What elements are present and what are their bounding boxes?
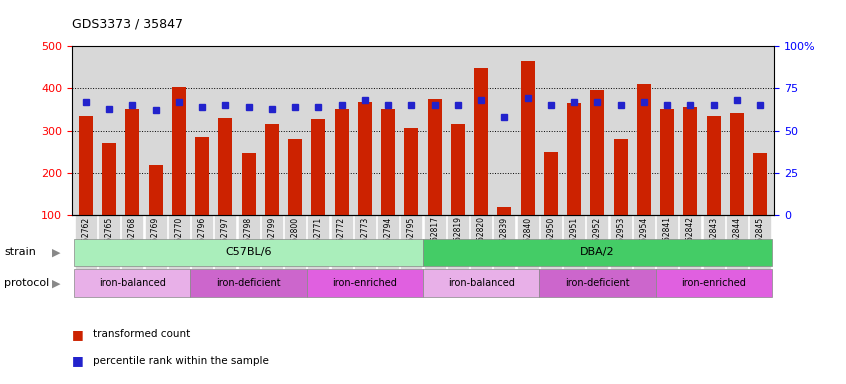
Text: iron-deficient: iron-deficient: [565, 278, 629, 288]
Bar: [218, 118, 233, 215]
Bar: [195, 137, 209, 215]
Bar: [591, 90, 604, 215]
Bar: [102, 143, 116, 215]
Text: protocol: protocol: [4, 278, 49, 288]
Bar: [307, 270, 423, 297]
Bar: [539, 270, 656, 297]
Bar: [423, 239, 772, 266]
Text: ▶: ▶: [52, 247, 61, 258]
Text: iron-enriched: iron-enriched: [681, 278, 746, 288]
Bar: [358, 102, 372, 215]
Bar: [242, 153, 255, 215]
Text: iron-balanced: iron-balanced: [99, 278, 166, 288]
Bar: [335, 109, 349, 215]
Bar: [74, 239, 423, 266]
Bar: [544, 152, 558, 215]
Text: iron-balanced: iron-balanced: [448, 278, 514, 288]
Text: iron-enriched: iron-enriched: [332, 278, 398, 288]
Bar: [753, 152, 767, 215]
Bar: [423, 270, 539, 297]
Bar: [74, 270, 190, 297]
Bar: [660, 109, 674, 215]
Bar: [706, 116, 721, 215]
Bar: [172, 87, 186, 215]
Bar: [684, 107, 697, 215]
Bar: [637, 84, 651, 215]
Bar: [288, 139, 302, 215]
Text: strain: strain: [4, 247, 36, 258]
Text: GDS3373 / 35847: GDS3373 / 35847: [72, 18, 183, 31]
Bar: [497, 207, 511, 215]
Text: ■: ■: [72, 328, 84, 341]
Text: transformed count: transformed count: [93, 329, 190, 339]
Bar: [190, 270, 307, 297]
Bar: [474, 68, 488, 215]
Bar: [451, 124, 464, 215]
Bar: [520, 61, 535, 215]
Bar: [567, 103, 581, 215]
Text: ■: ■: [72, 354, 84, 367]
Text: iron-deficient: iron-deficient: [217, 278, 281, 288]
Text: C57BL/6: C57BL/6: [225, 247, 272, 258]
Text: ▶: ▶: [52, 278, 61, 288]
Bar: [613, 139, 628, 215]
Text: percentile rank within the sample: percentile rank within the sample: [93, 356, 269, 366]
Bar: [382, 109, 395, 215]
Bar: [149, 165, 162, 215]
Bar: [265, 124, 279, 215]
Bar: [656, 270, 772, 297]
Bar: [311, 119, 326, 215]
Bar: [125, 109, 140, 215]
Bar: [730, 113, 744, 215]
Bar: [427, 99, 442, 215]
Bar: [404, 128, 419, 215]
Text: DBA/2: DBA/2: [580, 247, 615, 258]
Bar: [79, 116, 93, 215]
